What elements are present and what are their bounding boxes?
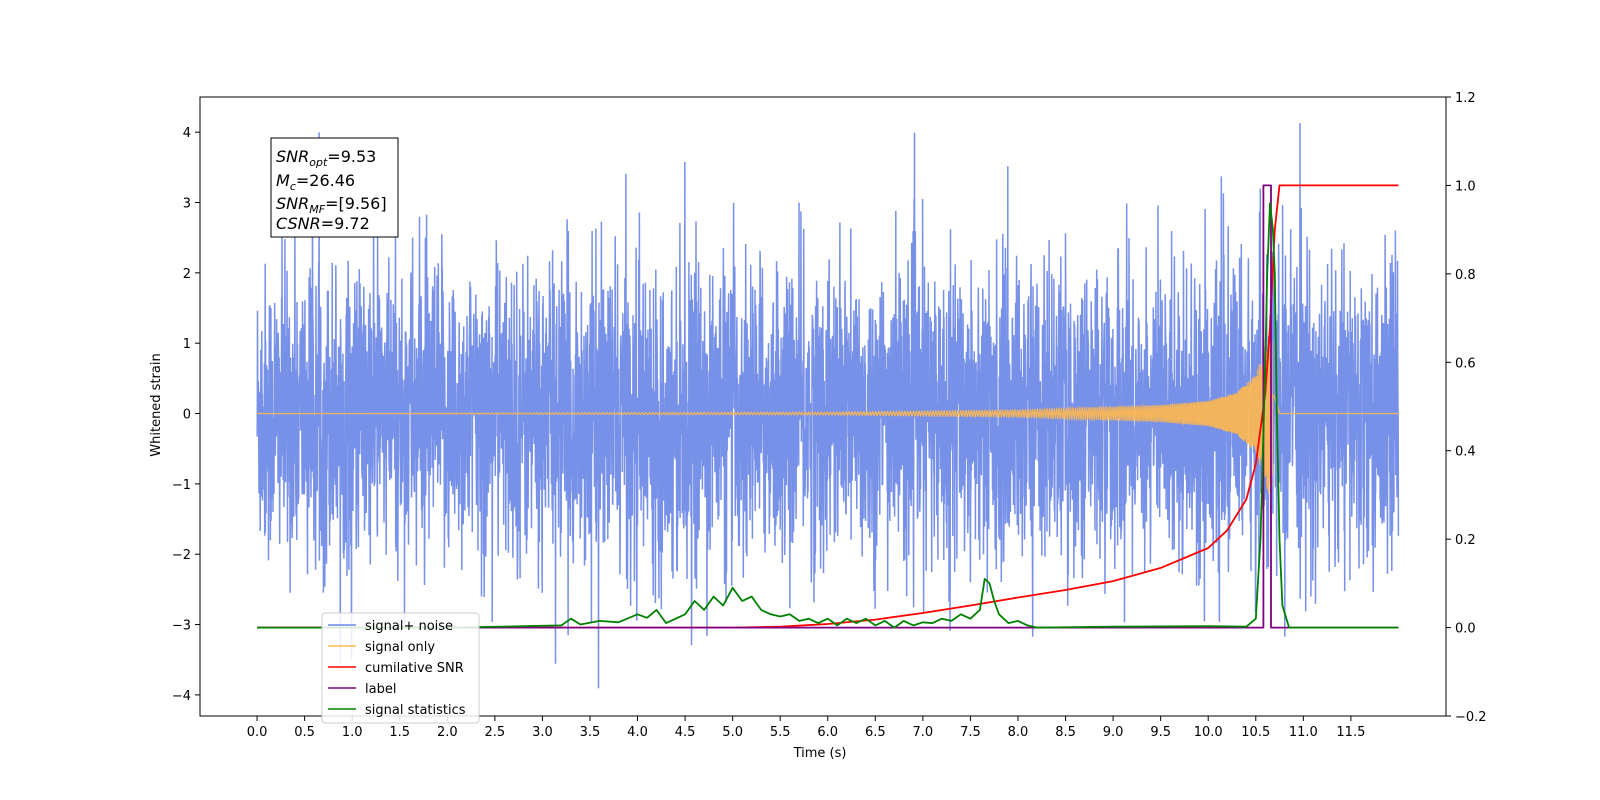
y2-tick-label: 0.0: [1455, 622, 1476, 637]
y-axis-right: −0.2 0.0 0.2 0.4 0.6 0.8 1.0 1.2: [1446, 91, 1487, 725]
y-tick-label: −2: [172, 548, 191, 563]
y-tick-label: −3: [172, 619, 191, 634]
y-axis-left: −4 −3 −2 −1 0 1 2 3 4: [172, 126, 200, 704]
x-tick-label: 4.5: [675, 725, 696, 740]
y-tick-label: 2: [183, 267, 191, 282]
x-tick-label: 11.5: [1336, 725, 1365, 740]
x-tick-label: 5.0: [722, 725, 743, 740]
y-axis-label: Whitened strain: [149, 353, 164, 456]
y2-tick-label: 1.0: [1455, 179, 1476, 194]
plot-frame: [199, 96, 1447, 717]
y-tick-label: 1: [183, 337, 191, 352]
y2-tick-label: 1.2: [1455, 91, 1476, 106]
plot-series: [256, 122, 1400, 689]
x-tick-label: 3.0: [532, 725, 553, 740]
series-signal-only: [257, 330, 1399, 494]
series-label: [257, 184, 1399, 629]
legend: signal+ noise signal only cumilative SNR…: [321, 612, 480, 724]
x-tick-label: 10.5: [1241, 725, 1270, 740]
x-tick-label: 9.5: [1150, 725, 1171, 740]
annotation-line-snr-mf: SNRMF=[9.56]: [276, 194, 387, 216]
y2-tick-label: 0.4: [1455, 445, 1476, 460]
x-tick-label: 9.0: [1103, 725, 1124, 740]
legend-label-signal-only: signal only: [365, 640, 435, 655]
legend-label-cumulative-snr: cumilative SNR: [365, 661, 464, 676]
y-tick-label: 0: [183, 408, 191, 423]
x-tick-label: 4.0: [627, 725, 648, 740]
y-tick-label: 3: [183, 197, 191, 212]
annotation-line-csnr: CSNR=9.72: [276, 214, 370, 233]
legend-label-signal-statistics: signal statistics: [365, 703, 466, 718]
x-tick-label: 5.5: [770, 725, 791, 740]
series-signal-statistics: [257, 202, 1399, 629]
annotation-frame: [270, 137, 399, 238]
x-tick-label: 0.0: [247, 725, 268, 740]
y2-tick-label: 0.6: [1455, 356, 1476, 371]
y-tick-label: −1: [172, 478, 191, 493]
annotation-line-snr-opt: SNRopt=9.53: [276, 147, 376, 169]
x-axis: 0.0 0.5 1.0 1.5 2.0 2.5 3.0 3.5 4.0 4.5 5.0 5.5 6.0 6…: [247, 716, 1365, 740]
x-tick-label: 3.5: [580, 725, 601, 740]
y2-tick-label: −0.2: [1455, 710, 1487, 725]
series-signal-plus-noise: [256, 122, 1400, 689]
y-tick-label: 4: [183, 126, 191, 141]
y-tick-label: −4: [172, 689, 191, 704]
legend-label-signal-noise: signal+ noise: [365, 619, 453, 634]
x-tick-label: 7.0: [913, 725, 934, 740]
x-tick-label: 11.0: [1289, 725, 1318, 740]
x-tick-label: 8.0: [1008, 725, 1029, 740]
x-tick-label: 7.5: [960, 725, 981, 740]
y2-tick-label: 0.2: [1455, 533, 1476, 548]
annotation-line-chirp-mass: Mc=26.46: [276, 171, 355, 193]
legend-frame: [321, 612, 480, 724]
x-tick-label: 6.0: [817, 725, 838, 740]
x-tick-label: 0.5: [294, 725, 315, 740]
x-tick-label: 2.5: [485, 725, 506, 740]
legend-label-label: label: [365, 682, 396, 697]
x-tick-label: 10.0: [1194, 725, 1223, 740]
stats-annotation-box: SNRopt=9.53 Mc=26.46 SNRMF=[9.56] CSNR=9…: [270, 137, 399, 238]
x-tick-label: 1.0: [342, 725, 363, 740]
x-tick-label: 8.5: [1055, 725, 1076, 740]
x-tick-label: 6.5: [865, 725, 886, 740]
x-tick-label: 1.5: [389, 725, 410, 740]
y2-tick-label: 0.8: [1455, 268, 1476, 283]
x-axis-label: Time (s): [793, 746, 847, 761]
x-tick-label: 2.0: [437, 725, 458, 740]
